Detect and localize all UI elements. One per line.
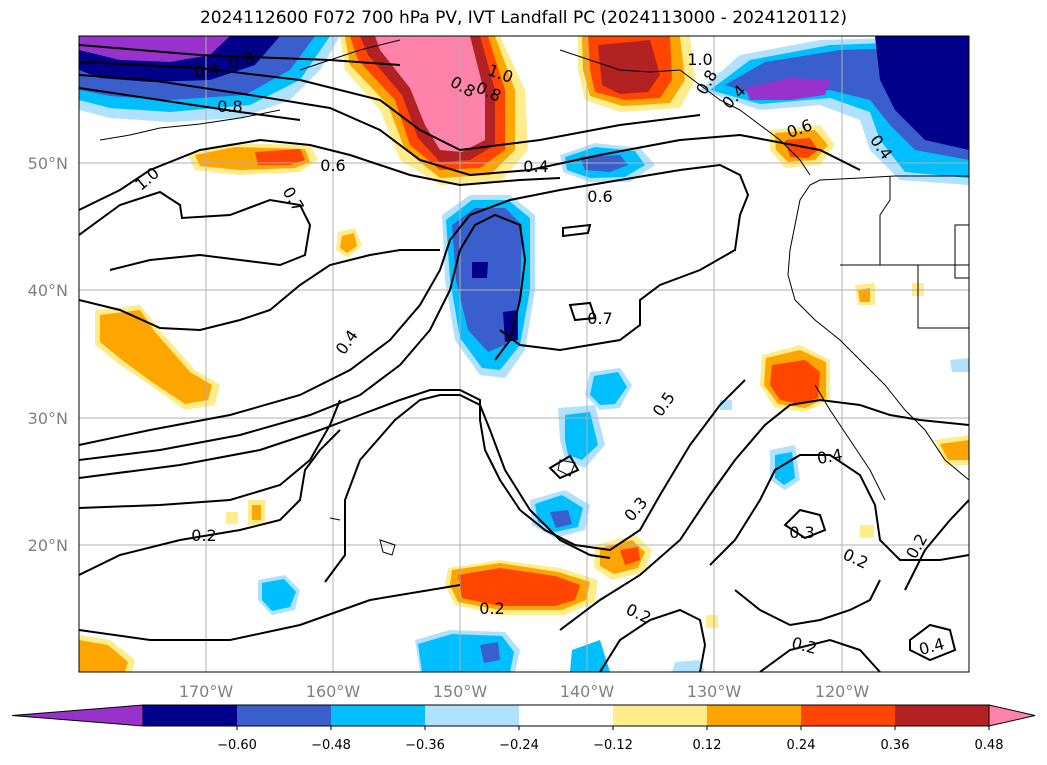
colorbar-tick-label: −0.60 bbox=[217, 738, 257, 753]
colorbar-tick-label: −0.48 bbox=[311, 738, 351, 753]
graticule bbox=[79, 36, 969, 672]
lat-label: 50°N bbox=[28, 154, 68, 173]
colorbar-extend-max bbox=[988, 704, 1036, 727]
colorbar-tick-label: −0.24 bbox=[499, 738, 539, 753]
map-frame bbox=[78, 35, 970, 673]
contour-lines bbox=[79, 44, 969, 672]
lon-label: 160°W bbox=[306, 682, 361, 701]
coastlines bbox=[99, 39, 969, 556]
shaded-pv-field bbox=[79, 36, 969, 672]
lat-label: 40°N bbox=[28, 281, 68, 300]
lon-label: 120°W bbox=[815, 682, 870, 701]
colorbar-swatch bbox=[519, 705, 613, 726]
lon-label: 170°W bbox=[179, 682, 234, 701]
colorbar-tick-label: 0.36 bbox=[881, 738, 910, 753]
lon-label: 130°W bbox=[687, 682, 742, 701]
colorbar-tick-label: 0.48 bbox=[975, 738, 1004, 753]
contour-label: 0.4 bbox=[523, 157, 548, 176]
colorbar-frame bbox=[142, 704, 990, 727]
contour-label: 0.4 bbox=[816, 445, 844, 468]
colorbar-swatch bbox=[895, 705, 989, 726]
colorbar-swatch bbox=[143, 705, 237, 726]
contour-label: 0.6 bbox=[320, 156, 345, 175]
lon-label: 140°W bbox=[560, 682, 615, 701]
colorbar-swatch bbox=[801, 705, 895, 726]
latitude-labels: 50°N 40°N 30°N 20°N bbox=[28, 154, 68, 555]
colorbar-tick-label: 0.24 bbox=[787, 738, 816, 753]
contour-label: 0.3 bbox=[789, 523, 814, 542]
colorbar-extend-min bbox=[11, 704, 144, 727]
colorbar-tick-label: 0.12 bbox=[693, 738, 722, 753]
contour-label: 0.2 bbox=[479, 599, 504, 618]
colorbar-tick-label: −0.12 bbox=[593, 738, 633, 753]
colorbar: −0.60 −0.48 −0.36 −0.24 −0.12 0.12 0.24 0.36 0.4… bbox=[11, 704, 1036, 753]
contour-label: 1.0 bbox=[687, 50, 712, 69]
lat-label: 30°N bbox=[28, 409, 68, 428]
colorbar-swatch bbox=[237, 705, 331, 726]
colorbar-tick-label: −0.36 bbox=[405, 738, 445, 753]
contour-label: 0.4 bbox=[193, 59, 221, 82]
colorbar-swatch bbox=[613, 705, 707, 726]
colorbar-swatch bbox=[425, 705, 519, 726]
lat-label: 20°N bbox=[28, 536, 68, 555]
colorbar-swatch bbox=[707, 705, 801, 726]
contour-label: 0.2 bbox=[191, 526, 216, 545]
colorbar-swatch bbox=[331, 705, 425, 726]
longitude-labels: 170°W 160°W 150°W 140°W 130°W 120°W bbox=[179, 682, 870, 701]
map-title: 2024112600 F072 700 hPa PV, IVT Landfall… bbox=[199, 8, 847, 28]
contour-label: 0.6 bbox=[587, 187, 612, 206]
contour-label: 0.7 bbox=[587, 309, 612, 328]
lon-label: 150°W bbox=[433, 682, 488, 701]
contour-label: 0.8 bbox=[217, 97, 242, 116]
